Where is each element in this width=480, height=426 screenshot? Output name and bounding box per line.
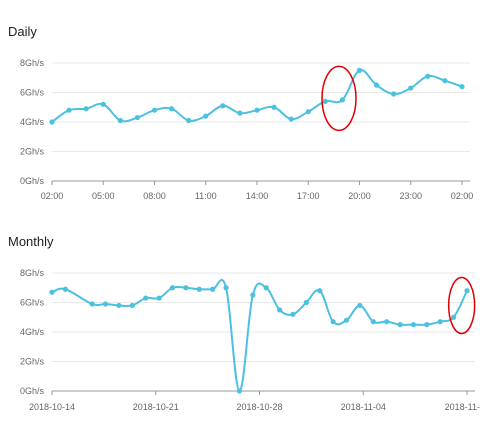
monthly-x-tick-label: 2018-11-11 bbox=[445, 402, 480, 412]
daily-data-point bbox=[391, 91, 397, 97]
daily-highlight-ring bbox=[321, 65, 357, 132]
daily-data-point bbox=[203, 113, 209, 119]
monthly-data-point bbox=[317, 288, 323, 294]
monthly-x-tick-label: 2018-11-04 bbox=[341, 402, 386, 412]
daily-data-point bbox=[117, 117, 123, 124]
monthly-data-point bbox=[143, 295, 149, 301]
monthly-data-point bbox=[276, 307, 283, 313]
monthly-x-tick-label: 2018-10-28 bbox=[236, 402, 282, 412]
daily-data-point bbox=[49, 119, 55, 125]
monthly-x-tick-label: 2018-10-21 bbox=[133, 402, 179, 412]
daily-y-tick-label: 8Gh/s bbox=[20, 58, 45, 68]
daily-x-tick-label: 17:00 bbox=[297, 191, 320, 201]
monthly-chart: 0Gh/s 2Gh/s 4Gh/s 6Gh/s 8Gh/s 2018-10-14 2018-… bbox=[20, 268, 480, 412]
daily-data-point bbox=[459, 84, 465, 90]
monthly-data-point bbox=[370, 319, 376, 325]
monthly-data-point bbox=[156, 295, 162, 301]
daily-data-point bbox=[254, 107, 260, 113]
daily-series-line bbox=[51, 69, 463, 123]
daily-x-tick-label: 02:00 bbox=[41, 191, 64, 201]
monthly-data-point bbox=[62, 286, 68, 292]
daily-data-point bbox=[373, 82, 380, 88]
monthly-data-point bbox=[343, 317, 350, 323]
daily-data-point bbox=[220, 103, 226, 109]
daily-data-point bbox=[442, 78, 448, 84]
daily-data-point bbox=[425, 73, 431, 79]
monthly-data-point bbox=[384, 319, 390, 325]
monthly-data-point bbox=[223, 285, 229, 291]
daily-x-tick-label: 02:00 bbox=[451, 191, 474, 201]
daily-data-point bbox=[322, 98, 328, 104]
monthly-data-point bbox=[424, 322, 430, 328]
daily-chart: 0Gh/s 2Gh/s 4Gh/s 6Gh/s 8Gh/s 02:00 05:00 08:00… bbox=[20, 58, 473, 201]
daily-x-tick-label: 14:00 bbox=[246, 191, 269, 201]
daily-data-point bbox=[408, 85, 414, 91]
monthly-data-point bbox=[116, 302, 122, 309]
daily-data-point bbox=[237, 110, 243, 116]
daily-data-point bbox=[151, 107, 158, 113]
monthly-y-tick-label: 2Gh/s bbox=[20, 357, 45, 367]
monthly-data-point bbox=[89, 301, 95, 307]
monthly-data-point bbox=[451, 314, 457, 320]
monthly-series-line bbox=[51, 279, 468, 393]
monthly-y-tick-label: 6Gh/s bbox=[20, 298, 45, 308]
monthly-data-point bbox=[437, 319, 443, 325]
monthly-y-tick-label: 0Gh/s bbox=[20, 386, 45, 396]
monthly-data-point bbox=[236, 388, 243, 394]
daily-x-tick-label: 20:00 bbox=[348, 191, 371, 201]
daily-x-tick-label: 23:00 bbox=[399, 191, 422, 201]
monthly-highlight-ring bbox=[447, 276, 476, 335]
monthly-data-point bbox=[129, 302, 135, 309]
daily-data-point bbox=[356, 67, 363, 73]
monthly-y-tick-label: 8Gh/s bbox=[20, 268, 45, 278]
monthly-data-point bbox=[102, 301, 109, 307]
monthly-chart-title: Monthly bbox=[8, 234, 54, 249]
monthly-data-point bbox=[250, 292, 256, 298]
daily-y-tick-label: 2Gh/s bbox=[20, 147, 45, 157]
monthly-data-point bbox=[397, 322, 403, 328]
monthly-y-tick-label: 4Gh/s bbox=[20, 327, 45, 337]
monthly-data-point bbox=[410, 322, 417, 328]
monthly-data-point bbox=[169, 285, 176, 291]
monthly-data-point bbox=[49, 289, 55, 295]
daily-data-point bbox=[339, 97, 346, 103]
monthly-data-point bbox=[357, 302, 363, 309]
daily-chart-title: Daily bbox=[8, 24, 37, 39]
daily-data-point bbox=[305, 109, 311, 115]
monthly-data-point bbox=[210, 286, 216, 292]
monthly-data-point bbox=[330, 319, 336, 325]
daily-y-tick-label: 0Gh/s bbox=[20, 176, 45, 186]
daily-y-tick-label: 6Gh/s bbox=[20, 88, 45, 98]
monthly-data-point bbox=[263, 285, 269, 291]
monthly-data-point bbox=[183, 285, 189, 291]
monthly-data-point bbox=[464, 288, 470, 294]
daily-x-tick-label: 08:00 bbox=[143, 191, 166, 201]
daily-data-point bbox=[288, 116, 294, 122]
monthly-x-tick-label: 2018-10-14 bbox=[29, 402, 75, 412]
daily-x-tick-label: 05:00 bbox=[92, 191, 115, 201]
daily-data-point bbox=[168, 106, 175, 112]
daily-y-tick-label: 4Gh/s bbox=[20, 117, 45, 127]
daily-x-tick-label: 11:00 bbox=[195, 191, 217, 201]
daily-data-point bbox=[83, 106, 89, 112]
monthly-data-point bbox=[196, 286, 202, 292]
daily-data-point bbox=[66, 107, 72, 113]
daily-data-point bbox=[100, 101, 106, 107]
daily-data-point bbox=[271, 104, 277, 110]
monthly-data-point bbox=[303, 299, 309, 306]
monthly-data-point bbox=[290, 311, 296, 317]
daily-data-point bbox=[134, 114, 141, 121]
daily-data-point bbox=[186, 117, 192, 124]
